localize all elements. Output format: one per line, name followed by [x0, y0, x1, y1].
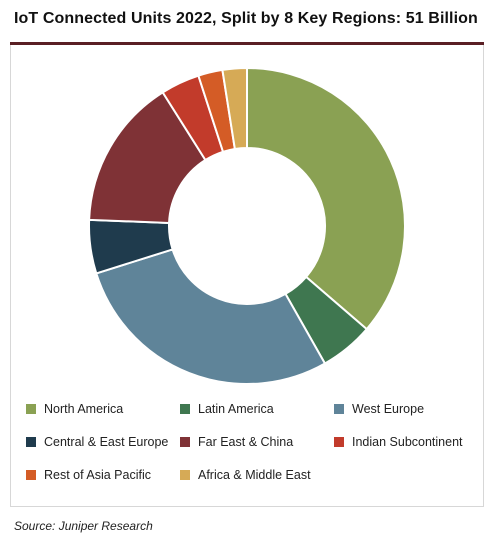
- legend-item-west-europe: West Europe: [334, 400, 484, 418]
- legend-item-central-east-europe: Central & East Europe: [26, 433, 180, 451]
- legend-label: Central & East Europe: [44, 435, 169, 449]
- legend-swatch: [334, 437, 344, 447]
- legend-swatch: [26, 404, 36, 414]
- donut-slice-africa-middle-east: [221, 66, 248, 151]
- title-rule: [10, 42, 484, 45]
- donut-slice-north-america: [246, 66, 406, 331]
- legend-label: Far East & China: [198, 435, 294, 449]
- legend-swatch: [334, 404, 344, 414]
- legend-label: Indian Subcontinent: [352, 435, 463, 449]
- legend-label: Africa & Middle East: [198, 468, 311, 482]
- legend-swatch: [26, 437, 36, 447]
- legend-swatch: [180, 404, 190, 414]
- legend-item-rest-of-asia-pacific: Rest of Asia Pacific: [26, 466, 180, 484]
- chart-panel: [10, 45, 484, 507]
- legend-item-far-east-china: Far East & China: [180, 433, 334, 451]
- legend-item-latin-america: Latin America: [180, 400, 334, 418]
- chart-title: IoT Connected Units 2022, Split by 8 Key…: [14, 10, 478, 27]
- source-note: Source: Juniper Research: [14, 519, 153, 533]
- legend-swatch: [180, 437, 190, 447]
- donut-chart: [88, 66, 406, 385]
- legend-item-africa-middle-east: Africa & Middle East: [180, 466, 334, 484]
- legend-item-north-america: North America: [26, 400, 180, 418]
- legend-label: West Europe: [352, 402, 425, 416]
- legend-swatch: [26, 470, 36, 480]
- legend-label: Latin America: [198, 402, 274, 416]
- donut-slice-west-europe: [95, 248, 327, 385]
- chart-legend: North America Latin America West Europe Cen…: [26, 400, 474, 484]
- legend-item-indian-subcontinent: Indian Subcontinent: [334, 433, 484, 451]
- legend-label: Rest of Asia Pacific: [44, 468, 151, 482]
- legend-label: North America: [44, 402, 124, 416]
- legend-swatch: [180, 470, 190, 480]
